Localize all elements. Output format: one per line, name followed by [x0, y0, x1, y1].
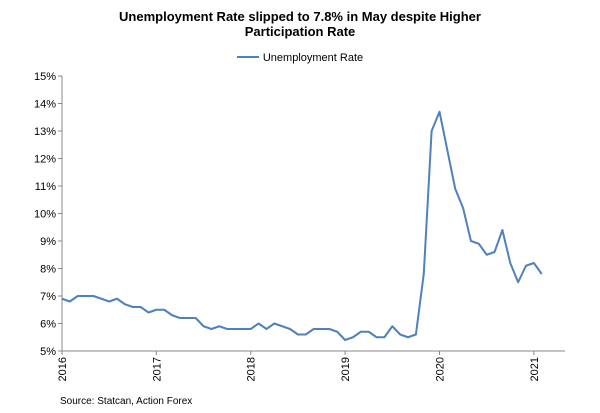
x-tick-label: 2018 — [246, 357, 258, 381]
chart-title-line-1: Unemployment Rate slipped to 7.8% in May… — [119, 9, 481, 24]
y-tick-label: 9% — [40, 236, 56, 248]
y-tick-label: 14% — [34, 99, 56, 111]
x-tick-label: 2020 — [434, 357, 446, 381]
source-note: Source: Statcan, Action Forex — [60, 396, 193, 407]
y-tick-label: 15% — [34, 71, 56, 83]
series-line — [61, 110, 543, 341]
legend-swatch — [236, 56, 259, 59]
y-tick-label: 6% — [40, 319, 56, 331]
y-tick-label: 8% — [40, 264, 56, 276]
chart-title-line-2: Participation Rate — [244, 24, 356, 39]
y-tick-label: 5% — [40, 346, 56, 358]
y-tick-label: 10% — [34, 209, 56, 221]
y-tick-label: 12% — [34, 154, 56, 166]
x-tick-label: 2016 — [57, 357, 69, 381]
y-tick-label: 13% — [34, 126, 56, 138]
x-tick-label: 2017 — [151, 357, 163, 381]
y-tick-label: 7% — [40, 291, 56, 303]
y-tick-label: 11% — [35, 181, 56, 193]
legend-label: Unemployment Rate — [262, 52, 364, 64]
legend: Unemployment Rate — [0, 52, 600, 64]
x-tick-label: 2021 — [529, 357, 541, 381]
x-tick-label: 2019 — [340, 357, 352, 381]
